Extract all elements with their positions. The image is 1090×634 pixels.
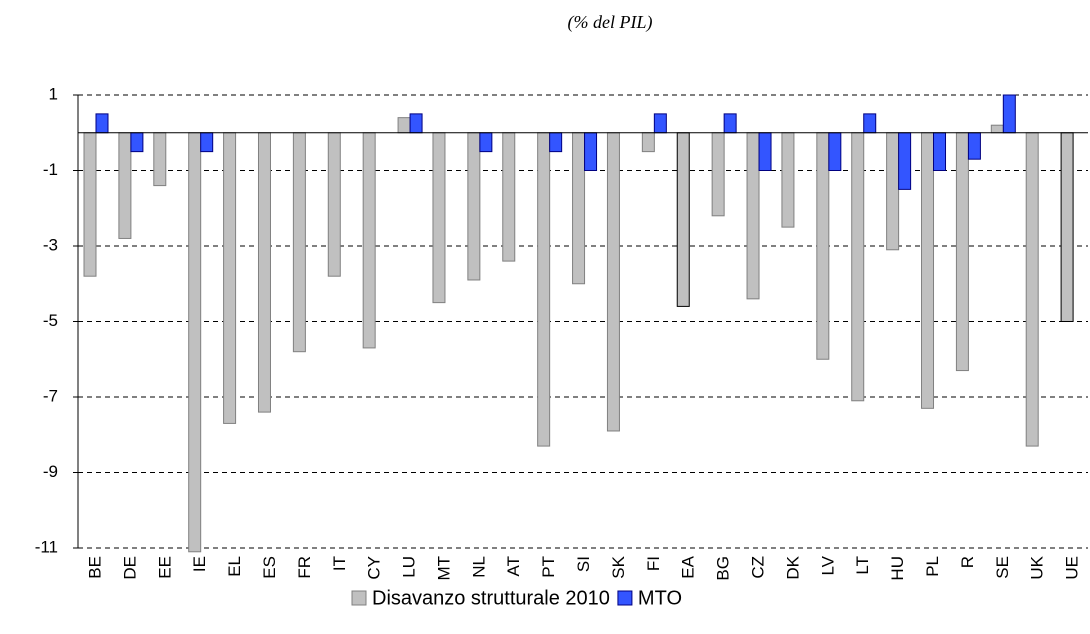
- bar: [467, 132, 481, 281]
- x-tick-label: MT: [434, 556, 453, 581]
- legend-swatch: [351, 590, 367, 606]
- bar: [1060, 132, 1074, 322]
- x-tick-label: CZ: [749, 556, 768, 579]
- bar: [955, 132, 969, 372]
- x-tick-label: SI: [574, 556, 593, 572]
- x-tick-label: PT: [539, 556, 558, 578]
- bar: [153, 132, 167, 187]
- y-tick-label: -11: [35, 537, 58, 556]
- x-tick-label: DK: [783, 555, 802, 579]
- bar: [83, 132, 97, 277]
- bar: [933, 132, 947, 171]
- bar: [1002, 94, 1016, 134]
- y-tick-label: 1: [49, 84, 58, 103]
- bar: [723, 113, 737, 134]
- x-tick-label: FI: [644, 556, 663, 571]
- x-tick-label: UE: [1063, 556, 1082, 580]
- bar: [537, 132, 551, 447]
- bar: [200, 132, 214, 153]
- x-tick-label: IT: [330, 556, 349, 571]
- legend: Disavanzo strutturale 2010 MTO: [351, 587, 682, 609]
- bar: [898, 132, 912, 190]
- bar: [758, 132, 772, 171]
- legend-label: Disavanzo strutturale 2010: [372, 587, 610, 609]
- bar: [257, 132, 271, 413]
- bar: [641, 132, 655, 153]
- bar: [362, 132, 376, 349]
- bar: [397, 117, 411, 134]
- bar: [327, 132, 341, 277]
- x-tick-label: CY: [365, 556, 384, 580]
- bar: [990, 124, 1004, 134]
- y-tick-label: -1: [43, 160, 58, 179]
- legend-swatch: [617, 590, 633, 606]
- bar: [606, 132, 620, 432]
- bar: [479, 132, 493, 153]
- y-tick-label: -5: [43, 311, 58, 330]
- x-tick-label: R: [958, 556, 977, 568]
- x-tick-label: FR: [295, 556, 314, 579]
- bar: [432, 132, 446, 304]
- bar: [188, 132, 202, 553]
- x-tick-label: BG: [714, 556, 733, 581]
- bar: [1025, 132, 1039, 447]
- bar: [746, 132, 760, 300]
- y-tick-label: -7: [43, 386, 58, 405]
- x-tick-label: ES: [260, 556, 279, 579]
- bar: [863, 113, 877, 134]
- x-tick-label: LT: [853, 556, 872, 575]
- x-tick-label: UK: [1028, 555, 1047, 579]
- bar: [292, 132, 306, 353]
- x-tick-label: EA: [679, 555, 698, 578]
- y-tick-label: -3: [43, 235, 58, 254]
- bar: [584, 132, 598, 171]
- bar: [828, 132, 842, 171]
- bar: [95, 113, 109, 134]
- x-tick-label: EE: [155, 556, 174, 579]
- chart-title: (% del PIL): [568, 12, 653, 33]
- bar: [549, 132, 563, 153]
- bar: [921, 132, 935, 409]
- bar: [409, 113, 423, 134]
- x-tick-label: BE: [85, 556, 104, 579]
- bar: [572, 132, 586, 285]
- bar: [967, 132, 981, 160]
- bar: [676, 132, 690, 307]
- legend-label: MTO: [638, 587, 682, 609]
- x-tick-label: LU: [400, 556, 419, 578]
- bar: [886, 132, 900, 251]
- x-tick-label: LV: [818, 555, 837, 575]
- x-tick-label: IE: [190, 556, 209, 572]
- bar: [118, 132, 132, 239]
- bar: [653, 113, 667, 134]
- bar: [711, 132, 725, 217]
- bar: [781, 132, 795, 228]
- y-tick-label: -9: [43, 462, 58, 481]
- x-tick-label: NL: [469, 556, 488, 578]
- x-tick-label: AT: [504, 556, 523, 576]
- x-tick-label: SK: [609, 555, 628, 578]
- x-tick-label: EL: [225, 556, 244, 577]
- bar: [502, 132, 516, 262]
- bar: [851, 132, 865, 402]
- bar: [223, 132, 237, 424]
- x-tick-label: SE: [993, 556, 1012, 579]
- x-tick-label: HU: [888, 556, 907, 581]
- x-tick-label: DE: [120, 556, 139, 580]
- x-tick-label: PL: [923, 556, 942, 577]
- bar: [816, 132, 830, 360]
- bar: [130, 132, 144, 153]
